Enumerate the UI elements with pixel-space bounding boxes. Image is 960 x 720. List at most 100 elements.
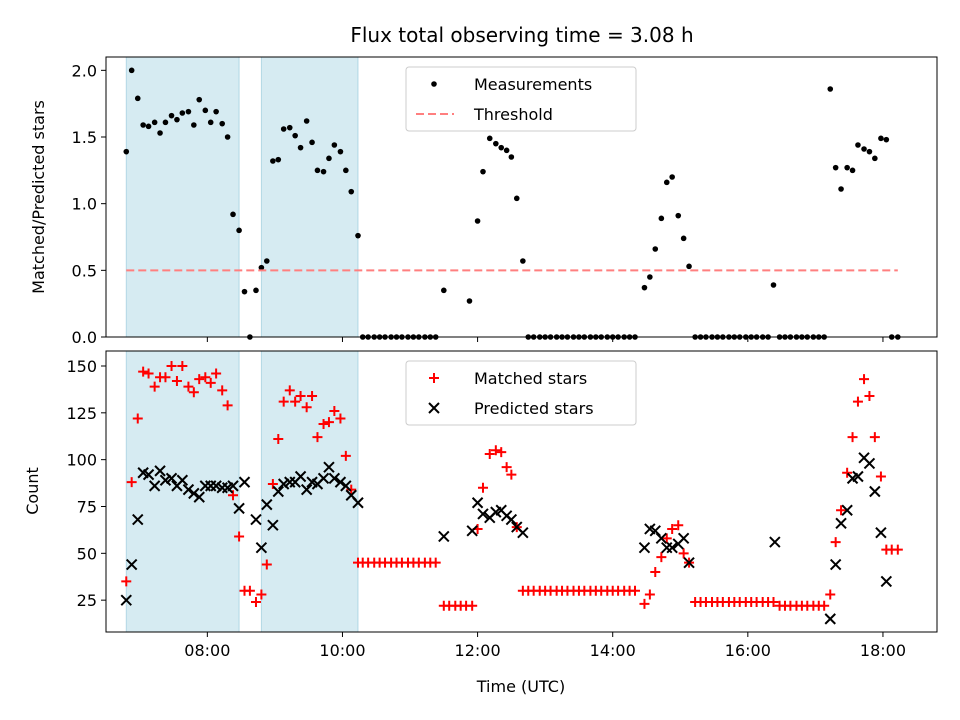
measurement-point — [503, 147, 510, 154]
matched-star-point — [323, 417, 334, 428]
predicted-star-point — [120, 594, 132, 606]
matched-star-point — [501, 462, 512, 473]
x-tick-label: 14:00 — [590, 641, 636, 660]
matched-star-point — [852, 396, 863, 407]
bottom-legend: Matched stars Predicted stars — [405, 360, 637, 426]
measurement-point — [498, 144, 505, 151]
measurement-point — [280, 126, 287, 132]
measurement-point — [866, 148, 873, 155]
predicted-star-point — [505, 513, 518, 526]
measurement-point — [134, 95, 141, 102]
predicted-star-point — [165, 472, 178, 485]
matched-star-point — [496, 447, 507, 458]
matched-star-point — [490, 445, 501, 456]
matched-star-point — [205, 377, 216, 388]
matched-star-point — [506, 469, 517, 480]
measurement-point — [493, 140, 499, 147]
matched-star-point — [149, 381, 160, 392]
shaded-interval-0 — [125, 350, 240, 633]
matched-star-point — [673, 520, 684, 531]
x-axis-label: Time (UTC) — [476, 677, 565, 696]
matched-star-point — [467, 600, 478, 611]
measurement-point — [513, 195, 520, 202]
measurement-point — [849, 167, 856, 174]
matched-star-point — [630, 585, 641, 596]
matched-star-point — [346, 484, 357, 495]
matched-star-point — [160, 372, 171, 383]
predicted-star-point — [182, 483, 195, 496]
predicted-star-point — [438, 530, 450, 543]
measurement-point — [219, 120, 226, 127]
predicted-star-point — [352, 497, 364, 509]
measurement-point — [861, 146, 867, 152]
y-tick-label: 1.0 — [72, 195, 97, 214]
matched-star-point — [250, 597, 261, 608]
matched-star-point — [278, 396, 289, 407]
measurement-point — [145, 123, 152, 130]
measurement-point — [337, 148, 344, 155]
measurement-point — [647, 274, 653, 280]
measurement-point — [179, 110, 186, 116]
matched-star-point — [211, 368, 222, 379]
matched-star-point — [177, 360, 188, 371]
matched-star-point — [484, 449, 495, 460]
x-tick-label: 10:00 — [319, 641, 365, 660]
measurement-point — [343, 167, 349, 174]
measurement-point — [230, 211, 236, 218]
shaded-interval-0 — [125, 56, 240, 338]
measurement-point — [191, 122, 197, 128]
measurement-point — [224, 134, 231, 140]
measurement-point — [326, 155, 332, 162]
predicted-star-point — [852, 470, 864, 483]
matched-star-point — [312, 432, 323, 443]
predicted-star-point — [869, 485, 881, 498]
legend-marker-measurements — [431, 81, 437, 87]
measurement-point — [838, 186, 844, 192]
matched-star-point — [183, 381, 194, 392]
x-tick-label: 18:00 — [860, 641, 906, 660]
matched-star-point — [261, 559, 272, 570]
predicted-star-point — [334, 476, 347, 488]
matched-star-point — [678, 548, 689, 559]
measurement-point — [320, 168, 327, 175]
legend-label: Threshold — [473, 105, 553, 124]
predicted-star-point — [829, 558, 842, 571]
matched-star-point — [768, 597, 779, 608]
matched-star-point — [644, 589, 655, 600]
measurement-point — [292, 132, 298, 139]
measurement-point — [474, 218, 481, 224]
shaded-interval-1 — [260, 56, 359, 338]
predicted-star-point — [317, 472, 330, 485]
matched-star-point — [650, 567, 661, 578]
top-legend: Measurements Threshold — [405, 66, 637, 132]
measurement-point — [770, 282, 777, 288]
measurement-point — [441, 287, 447, 294]
x-tick-label: 16:00 — [725, 641, 771, 660]
matched-star-point — [875, 471, 886, 482]
top-panel: 0.00.51.01.52.0 Matched/Predicted stars … — [29, 56, 938, 347]
matched-star-point — [234, 531, 245, 542]
measurement-point — [151, 119, 158, 126]
predicted-star-point — [227, 480, 239, 492]
predicted-star-point — [880, 575, 893, 588]
predicted-star-point — [683, 556, 695, 569]
legend-label: Matched stars — [474, 369, 587, 388]
measurement-point — [128, 67, 135, 74]
measurement-point — [297, 144, 304, 151]
legend-label: Predicted stars — [474, 399, 594, 418]
predicted-star-point — [841, 504, 853, 516]
matched-star-point — [166, 360, 177, 371]
predicted-star-point — [294, 470, 307, 483]
matched-star-point — [335, 413, 346, 424]
matched-star-point — [892, 544, 903, 555]
matched-star-point — [121, 576, 132, 587]
predicted-star-point — [250, 513, 262, 526]
measurement-point — [185, 108, 192, 115]
legend-label: Measurements — [474, 75, 592, 94]
measurement-point — [258, 264, 265, 271]
measurement-point — [686, 263, 692, 270]
measurement-point — [303, 118, 310, 124]
measurement-point — [286, 124, 293, 131]
predicted-star-point — [769, 536, 781, 548]
matched-star-point — [318, 419, 329, 430]
